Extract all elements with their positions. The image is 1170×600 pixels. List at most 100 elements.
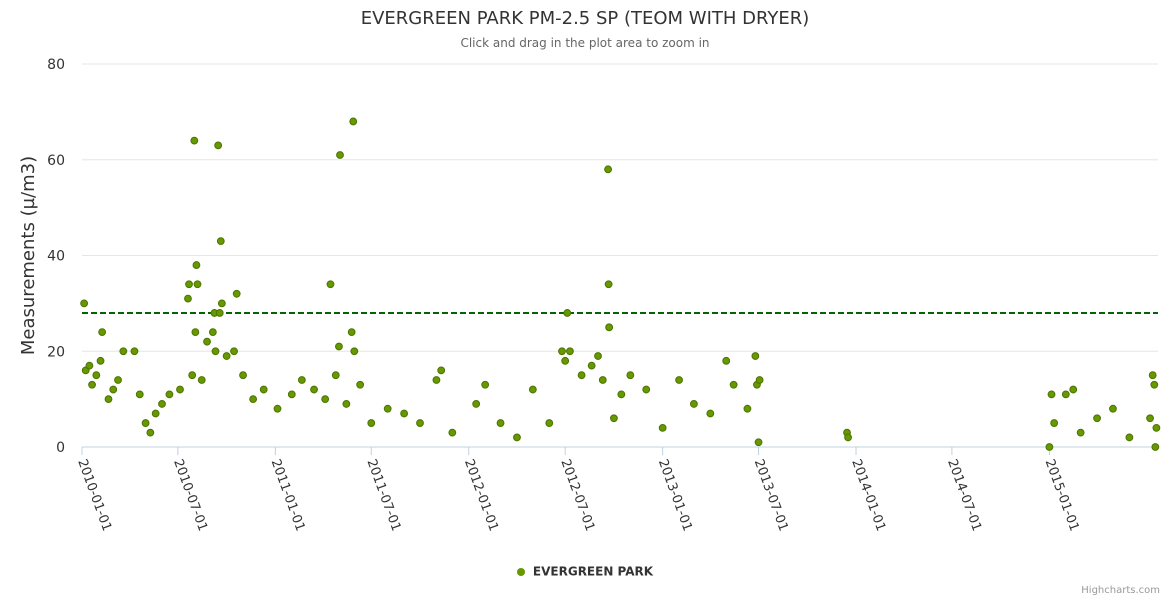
data-point [273,404,282,413]
data-point [165,390,174,399]
data-point [347,328,356,337]
legend-label: EVERGREEN PARK [532,564,654,579]
data-point [114,376,122,384]
x-tick-label: 2012-07-01 [557,457,597,533]
x-tick-label: 2011-07-01 [364,457,404,533]
data-point [190,136,199,145]
data-point [350,347,359,356]
data-point [605,323,614,332]
data-point [335,342,343,351]
data-point [432,376,441,384]
data-point [563,309,572,317]
data-point [690,400,698,408]
x-tick-label: 2012-01-01 [461,457,501,533]
credits-link[interactable]: Highcharts.com [1081,585,1160,596]
data-point [1109,404,1117,413]
data-point [1093,414,1101,423]
data-point [472,400,481,408]
data-point [594,352,602,360]
data-point [216,237,225,246]
data-point [1125,433,1134,442]
data-point [208,328,217,337]
data-point [356,380,365,389]
data-point [528,385,537,394]
data-point [214,141,223,150]
data-point [1076,428,1085,437]
data-point [577,371,586,380]
data-point [232,289,241,298]
data-point [729,380,738,389]
y-tick-label: 60 [47,153,65,169]
data-point [239,371,247,380]
x-tick-label: 2014-01-01 [848,457,888,533]
data-point [1151,443,1160,451]
data-point [287,390,296,399]
data-point [722,356,731,365]
chart-title: EVERGREEN PARK PM-2.5 SP (TEOM WITH DRYE… [360,8,810,29]
data-point [349,117,358,126]
data-point [130,347,139,356]
data-point [675,376,683,384]
data-point [217,299,226,308]
data-point [558,347,566,356]
data-point [185,280,193,289]
data-point [1047,390,1056,399]
x-tick-label: 2010-01-01 [74,457,114,533]
data-point [437,366,446,375]
data-point [88,380,96,389]
data-point [191,328,200,337]
data-point [481,380,490,389]
data-point [98,328,107,337]
data-point [342,400,351,408]
data-point [230,347,238,356]
data-point [751,352,760,360]
data-point [92,371,101,380]
data-point [617,390,626,399]
data-point [119,347,128,356]
y-tick-label: 80 [47,57,65,73]
data-point [109,385,118,394]
y-tick-label: 20 [47,344,65,360]
data-point [367,419,376,427]
legend[interactable]: EVERGREEN PARK [0,564,1170,579]
data-point [336,151,344,159]
data-point [755,376,764,384]
data-point [249,395,258,404]
data-point [135,390,144,399]
data-point [610,414,618,423]
data-point [1152,423,1161,432]
data-point [80,299,89,308]
data-point [215,309,224,317]
x-tick-label: 2011-01-01 [268,457,308,533]
data-point [587,361,596,370]
data-point [1069,385,1078,394]
data-point [844,433,852,442]
data-point [193,280,202,289]
data-point [211,347,220,356]
data-point [259,385,268,394]
chart-subtitle: Click and drag in the plot area to zoom … [460,36,710,50]
data-point [513,433,521,442]
data-point [192,261,201,269]
data-point [184,294,192,303]
data-point [642,385,651,394]
data-point [326,280,335,289]
data-point [146,428,155,437]
data-point [188,371,197,380]
data-point [151,409,160,418]
data-point [561,356,570,365]
data-point [104,395,113,404]
data-point [658,423,667,432]
legend-marker-icon [516,567,525,576]
data-point [321,395,330,404]
data-point [1150,380,1159,389]
data-point [1045,443,1054,451]
data-point [1061,390,1070,399]
data-point [545,419,554,427]
data-point [176,385,184,394]
x-tick-label: 2013-07-01 [751,457,791,533]
x-tick-label: 2014-07-01 [944,457,984,533]
data-point [754,438,763,447]
data-point [706,409,715,418]
